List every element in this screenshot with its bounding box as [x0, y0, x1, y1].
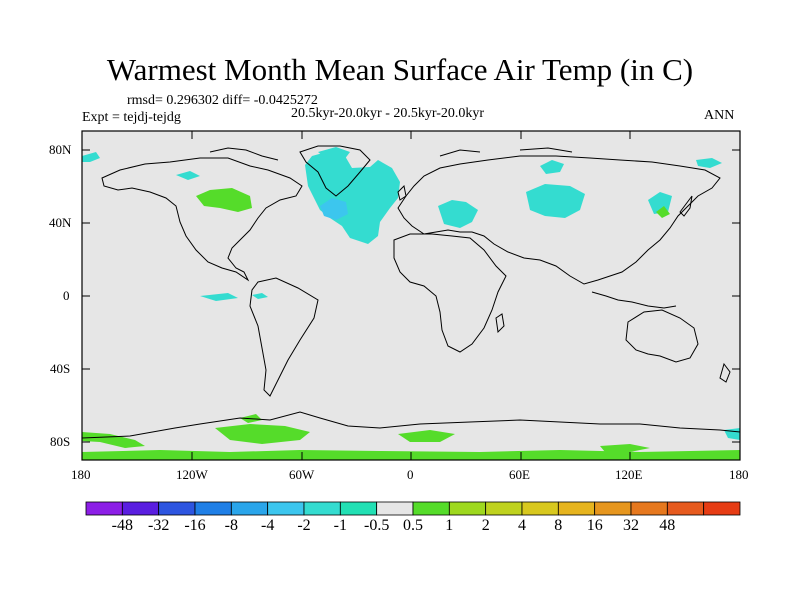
- madagascar-coast: [495, 313, 505, 334]
- colorbar-label: -8: [224, 517, 238, 534]
- antarctic-warm-5: [600, 444, 650, 452]
- stats-line: rmsd= 0.296302 diff= -0.0425272: [127, 93, 318, 108]
- map-background: [82, 131, 740, 460]
- colorbar-swatch: [303, 501, 341, 516]
- colorbar-label: -32: [148, 517, 170, 534]
- east-asia-cool-anomaly: [648, 192, 672, 214]
- colorbar-label: -1: [333, 517, 347, 534]
- colorbar-swatch: [594, 501, 632, 516]
- antarctica-coast: [82, 411, 740, 439]
- greenland-coast: [299, 145, 371, 197]
- asia-cool-anomaly: [526, 184, 585, 218]
- colorbar-swatch: [158, 501, 196, 516]
- indonesia-coast: [591, 291, 677, 309]
- lat-label-40s: 40S: [50, 361, 71, 376]
- colorbar-label: -16: [184, 517, 206, 534]
- lat-label-80s: 80S: [50, 434, 71, 449]
- australia-coast: [625, 309, 699, 363]
- japan-coast: [679, 195, 693, 217]
- colorbar-label: 8: [554, 517, 563, 534]
- colorbar-swatch: [703, 501, 741, 516]
- pacific-cool-anomaly: [176, 171, 200, 180]
- lat-label-80n: 80N: [49, 142, 72, 157]
- tropical-cool-patch-2: [252, 293, 268, 299]
- europe-asia-coast: [397, 155, 721, 285]
- tropical-cool-patch-1: [200, 293, 238, 301]
- colorbar-swatch: [194, 501, 232, 516]
- lon-label-120w: 120W: [176, 467, 208, 482]
- colorbar-label: 48: [659, 517, 676, 534]
- new-zealand-coast: [719, 362, 731, 383]
- colorbar-swatch: [521, 501, 559, 516]
- lon-label-180-right: 180: [729, 467, 749, 482]
- colorbar: [85, 501, 741, 516]
- uk-coast: [397, 184, 407, 201]
- anomaly-fields: [82, 147, 740, 460]
- north-america-coast: [101, 157, 303, 282]
- colorbar-swatch: [485, 501, 523, 516]
- siberia-cool-anomaly: [540, 160, 564, 174]
- colorbar-label: 16: [586, 517, 603, 534]
- colorbar-label: -48: [111, 517, 133, 534]
- lon-label-60e: 60E: [509, 467, 530, 482]
- greenland-sea-cool-anomaly: [318, 147, 350, 160]
- antarctic-warm-2: [215, 424, 310, 444]
- lon-label-60w: 60W: [289, 467, 315, 482]
- season-label: ANN: [704, 108, 735, 123]
- coastlines: [82, 145, 740, 439]
- colorbar-label: 4: [518, 517, 526, 534]
- east-asia-warm-patch: [656, 206, 670, 218]
- lat-label-40n: 40N: [49, 215, 72, 230]
- lon-label-180-left: 180: [71, 467, 91, 482]
- experiment-label: Expt = tejdj-tejdg: [82, 110, 181, 125]
- colorbar-swatch: [666, 501, 705, 516]
- canada-warm-anomaly: [196, 188, 252, 212]
- colorbar-swatch: [630, 501, 668, 516]
- arctic-islands: [209, 147, 573, 161]
- antarctic-warm-3: [398, 430, 455, 442]
- colorbar-label: 2: [481, 517, 490, 534]
- europe-cool-anomaly: [438, 200, 478, 228]
- colorbar-swatch: [339, 501, 378, 516]
- lon-label-0: 0: [407, 467, 414, 482]
- alaska-cool-anomaly: [82, 152, 100, 162]
- arctic-cool-anomaly: [696, 158, 722, 168]
- tick-marks: [82, 131, 740, 460]
- colorbar-swatch: [448, 501, 487, 516]
- colorbar-label: -2: [297, 517, 311, 534]
- map-title: Warmest Month Mean Surface Air Temp (in …: [106, 52, 694, 87]
- colorbar-swatch: [412, 501, 450, 516]
- colorbar-label: 0.5: [403, 517, 423, 534]
- colorbar-swatch: [121, 501, 160, 516]
- antarctic-warm-1: [82, 432, 145, 448]
- labrador-strong-cool: [320, 198, 348, 220]
- south-america-coast: [249, 277, 319, 397]
- colorbar-swatch: [85, 501, 123, 516]
- colorbar-swatch: [557, 501, 596, 516]
- lat-label-0: 0: [63, 288, 70, 303]
- colorbar-swatch: [376, 501, 414, 516]
- colorbar-swatch: [230, 501, 269, 516]
- period-label: 20.5kyr-20.0kyr - 20.5kyr-20.0kyr: [291, 106, 485, 121]
- colorbar-label: -4: [261, 517, 275, 534]
- north-atlantic-cool-anomaly: [305, 151, 400, 244]
- africa-coast: [393, 233, 507, 353]
- colorbar-label: -0.5: [364, 517, 390, 534]
- colorbar-label: 1: [445, 517, 454, 534]
- lon-label-120e: 120E: [615, 467, 643, 482]
- colorbar-swatch: [267, 501, 305, 516]
- colorbar-label: 32: [623, 517, 639, 534]
